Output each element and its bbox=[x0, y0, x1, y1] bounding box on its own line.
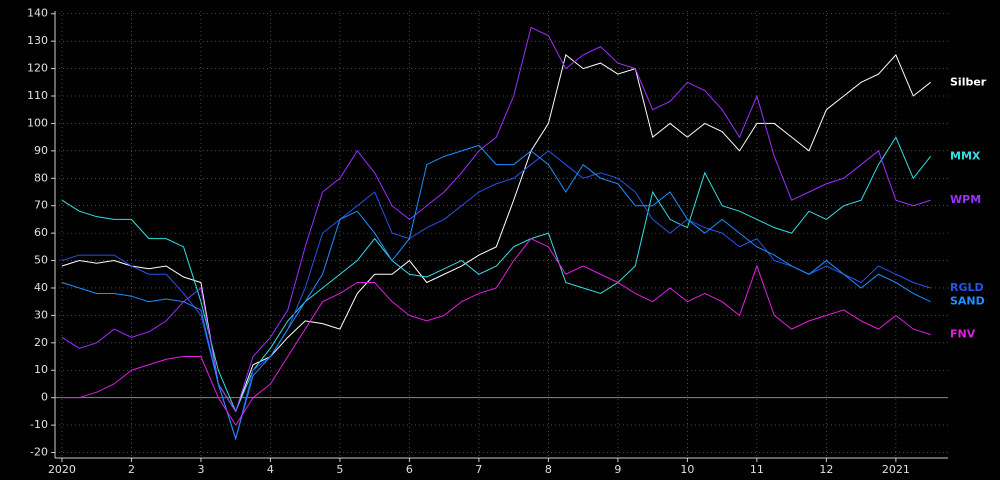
x-tick-label: 6 bbox=[406, 463, 413, 476]
series-label: WPM bbox=[950, 193, 981, 206]
x-tick-label: 2 bbox=[128, 463, 135, 476]
y-tick-label: 100 bbox=[27, 116, 48, 129]
x-tick-label: 7 bbox=[475, 463, 482, 476]
plot-area bbox=[55, 11, 948, 458]
y-tick-label: 120 bbox=[27, 62, 48, 75]
y-tick-label: 80 bbox=[34, 171, 48, 184]
series-label: Silber bbox=[950, 75, 987, 88]
y-tick-label: 20 bbox=[34, 336, 48, 349]
x-tick-label: 8 bbox=[545, 463, 552, 476]
x-tick-label: 4 bbox=[267, 463, 274, 476]
y-tick-label: 130 bbox=[27, 34, 48, 47]
x-tick-label: 12 bbox=[819, 463, 833, 476]
x-tick-label: 11 bbox=[750, 463, 764, 476]
x-tick-label: 5 bbox=[336, 463, 343, 476]
y-tick-label: 110 bbox=[27, 89, 48, 102]
y-tick-label: 0 bbox=[41, 391, 48, 404]
series-label: SAND bbox=[950, 295, 985, 308]
series-line bbox=[61, 144, 931, 441]
y-tick-label: 30 bbox=[34, 308, 48, 321]
series-line bbox=[61, 26, 931, 413]
y-tick-label: 140 bbox=[27, 7, 48, 20]
y-tick-label: 50 bbox=[34, 254, 48, 267]
y-tick-label: -10 bbox=[30, 418, 48, 431]
y-tick-label: 70 bbox=[34, 199, 48, 212]
series-line bbox=[61, 150, 931, 441]
series-label: RGLD bbox=[950, 281, 984, 294]
x-tick-label: 2020 bbox=[48, 463, 76, 476]
y-tick-label: 60 bbox=[34, 226, 48, 239]
series-line bbox=[61, 53, 931, 413]
y-tick-label: -20 bbox=[30, 446, 48, 459]
y-tick-label: 90 bbox=[34, 144, 48, 157]
x-tick-label: 9 bbox=[614, 463, 621, 476]
series-label: MMX bbox=[950, 149, 981, 162]
y-tick-label: 10 bbox=[34, 363, 48, 376]
series-line bbox=[61, 136, 932, 413]
x-tick-label: 2021 bbox=[882, 463, 910, 476]
series-label: FNV bbox=[950, 328, 976, 341]
y-tick-label: 40 bbox=[34, 281, 48, 294]
series-line bbox=[61, 237, 931, 427]
x-tick-label: 3 bbox=[197, 463, 204, 476]
x-tick-label: 10 bbox=[680, 463, 694, 476]
